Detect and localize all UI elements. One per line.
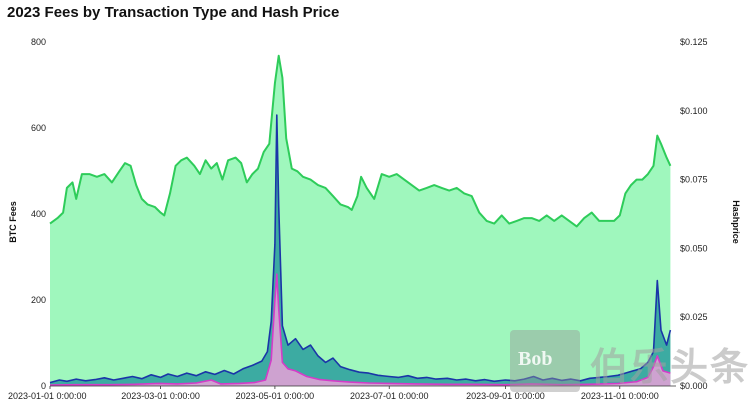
watermark-badge-text: Bob [518,348,553,370]
x-tick-label: 2023-01-01 0:00:00 [8,391,87,401]
left-y-tick-label: 0 [41,381,46,391]
right-y-tick-label: $0.125 [680,37,708,47]
right-y-tick-label: $0.050 [680,243,708,253]
right-y-tick-label: $0.075 [680,175,708,185]
x-tick-label: 2023-05-01 0:00:00 [236,391,315,401]
right-y-tick-label: $0.000 [680,381,708,391]
x-tick-label: 2023-07-01 0:00:00 [350,391,429,401]
series-0-line [49,54,672,228]
left-y-tick-label: 800 [31,37,46,47]
series-1-line [49,114,672,384]
watermark-badge: Bob [510,330,580,392]
left-y-tick-label: 600 [31,123,46,133]
x-tick-label: 2023-11-01 0:00:00 [581,391,659,401]
right-y-ticks: $0.000 $0.025 $0.050 $0.075 $0.100 $0.125 [680,37,708,391]
left-y-axis-label: BTC Fees [8,201,18,243]
x-ticks: 2023-01-01 0:00:00 2023-03-01 0:00:00 2023… [8,386,659,401]
watermark-text: 伯乐头条 [590,345,751,389]
right-y-tick-label: $0.025 [680,312,708,322]
left-y-ticks: 0 200 400 600 800 [31,37,46,391]
left-y-tick-label: 400 [31,209,46,219]
series-2-line [49,273,671,386]
series-0-area [50,55,671,387]
series-areas [49,54,672,387]
x-tick-label: 2023-03-01 0:00:00 [121,391,200,401]
right-y-axis-label: Hashprice [731,200,741,244]
right-y-tick-label: $0.100 [680,106,708,116]
x-tick-label: 2023-09-01 0:00:00 [466,391,545,401]
chart-title: 2023 Fees by Transaction Type and Hash P… [7,4,340,21]
left-y-tick-label: 200 [31,295,46,305]
